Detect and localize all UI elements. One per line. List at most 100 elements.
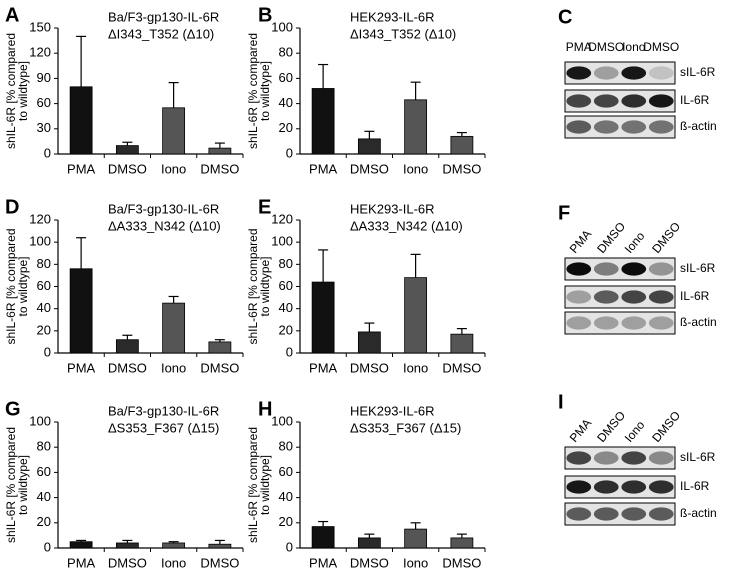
bar bbox=[450, 333, 474, 354]
chart-title: Ba/F3-gp130-IL-6R bbox=[108, 403, 219, 418]
x-tick-label: DMSO bbox=[350, 161, 389, 176]
blot-band bbox=[593, 94, 619, 108]
blot-band bbox=[621, 451, 647, 465]
bar bbox=[450, 135, 474, 155]
bar bbox=[162, 542, 186, 549]
bar bbox=[311, 526, 335, 549]
panel-letter: E bbox=[258, 196, 271, 218]
bar bbox=[115, 145, 139, 155]
y-tick-label: 80 bbox=[279, 45, 293, 60]
chart-title: ΔS353_F367 (Δ15) bbox=[108, 420, 219, 435]
bar bbox=[69, 541, 93, 549]
bar bbox=[69, 268, 93, 354]
y-tick-label: 0 bbox=[44, 145, 51, 160]
chart-title: ΔA333_N342 (Δ10) bbox=[350, 218, 463, 233]
y-tick-label: 60 bbox=[279, 464, 293, 479]
blot-band bbox=[566, 480, 592, 494]
y-tick-label: 80 bbox=[279, 256, 293, 271]
lane-label: Iono bbox=[622, 418, 648, 445]
x-tick-label: Iono bbox=[161, 360, 186, 375]
blot-band bbox=[593, 290, 619, 304]
y-tick-label: 20 bbox=[279, 120, 293, 135]
x-tick-label: PMA bbox=[67, 161, 96, 176]
blot-strip bbox=[564, 115, 676, 139]
blot-band bbox=[593, 480, 619, 494]
panel-letter: H bbox=[258, 398, 272, 420]
blot-band bbox=[621, 66, 647, 80]
row-label: ß-actin bbox=[680, 315, 717, 329]
y-tick-label: 0 bbox=[44, 344, 51, 359]
blot-band bbox=[648, 290, 674, 304]
y-axis-label: shIL-6R [% compared bbox=[4, 427, 18, 543]
y-tick-label: 60 bbox=[279, 278, 293, 293]
x-tick-label: PMA bbox=[67, 555, 96, 570]
y-tick-label: 40 bbox=[279, 95, 293, 110]
y-tick-label: 0 bbox=[44, 539, 51, 554]
y-tick-label: 0 bbox=[286, 145, 293, 160]
blot-band bbox=[621, 480, 647, 494]
x-tick-label: DMSO bbox=[442, 360, 481, 375]
blot-band bbox=[648, 66, 674, 80]
y-axis-label: shIL-6R [% compared bbox=[246, 228, 260, 344]
bar bbox=[404, 528, 428, 549]
blot-band bbox=[648, 120, 674, 134]
blot-strip bbox=[564, 89, 676, 113]
y-tick-label: 30 bbox=[37, 120, 51, 135]
y-tick-label: 120 bbox=[29, 45, 51, 60]
blot-band bbox=[648, 262, 674, 276]
blot-band bbox=[648, 94, 674, 108]
blot-band bbox=[648, 316, 674, 330]
lane-label: DMSO bbox=[594, 219, 628, 256]
y-tick-label: 0 bbox=[286, 344, 293, 359]
chart-title: ΔS353_F367 (Δ15) bbox=[350, 420, 461, 435]
x-tick-label: PMA bbox=[67, 360, 96, 375]
bar bbox=[115, 339, 139, 354]
y-axis-label: to wildtype] bbox=[16, 256, 30, 316]
x-tick-label: DMSO bbox=[108, 161, 147, 176]
lane-label: PMA bbox=[567, 227, 594, 256]
bar bbox=[311, 281, 335, 354]
chart-title: ΔA333_N342 (Δ10) bbox=[108, 218, 221, 233]
lane-label: DMSO bbox=[649, 219, 683, 256]
y-axis-label: shIL-6R [% compared bbox=[4, 33, 18, 149]
bar bbox=[115, 542, 139, 549]
blot-band bbox=[648, 480, 674, 494]
blot-strip bbox=[564, 257, 676, 281]
x-tick-label: DMSO bbox=[350, 360, 389, 375]
lane-label: Iono bbox=[622, 40, 646, 54]
blot-band bbox=[648, 507, 674, 521]
x-tick-label: Iono bbox=[161, 161, 186, 176]
bar bbox=[357, 537, 381, 549]
lane-label: DMSO bbox=[588, 40, 624, 54]
chart-title: ΔI343_T352 (Δ10) bbox=[108, 26, 214, 41]
blot-band bbox=[566, 66, 592, 80]
lane-label: DMSO bbox=[643, 40, 679, 54]
bar bbox=[162, 302, 186, 354]
blot-band bbox=[621, 507, 647, 521]
blot-strip bbox=[564, 311, 676, 335]
x-tick-label: Iono bbox=[403, 555, 428, 570]
blot-band bbox=[593, 66, 619, 80]
blot-band bbox=[566, 94, 592, 108]
panel-letter: D bbox=[5, 196, 19, 218]
panel-letter: G bbox=[5, 398, 21, 420]
row-label: IL-6R bbox=[680, 479, 710, 493]
chart-title: HEK293-IL-6R bbox=[350, 403, 435, 418]
y-tick-label: 60 bbox=[37, 464, 51, 479]
y-tick-label: 100 bbox=[271, 413, 293, 428]
blot-strip bbox=[564, 446, 676, 470]
bar bbox=[450, 537, 474, 549]
y-axis-label: shIL-6R [% compared bbox=[4, 228, 18, 344]
x-tick-label: DMSO bbox=[200, 161, 239, 176]
lane-label: DMSO bbox=[649, 408, 683, 445]
chart-title: HEK293-IL-6R bbox=[350, 9, 435, 24]
row-label: sIL-6R bbox=[680, 450, 716, 464]
chart-title: ΔI343_T352 (Δ10) bbox=[350, 26, 456, 41]
y-axis-label: to wildtype] bbox=[258, 61, 272, 121]
row-label: sIL-6R bbox=[680, 65, 716, 79]
panel-letter: I bbox=[558, 391, 564, 413]
blot-band bbox=[648, 451, 674, 465]
row-label: ß-actin bbox=[680, 506, 717, 520]
y-tick-label: 100 bbox=[29, 413, 51, 428]
y-tick-label: 120 bbox=[29, 211, 51, 226]
